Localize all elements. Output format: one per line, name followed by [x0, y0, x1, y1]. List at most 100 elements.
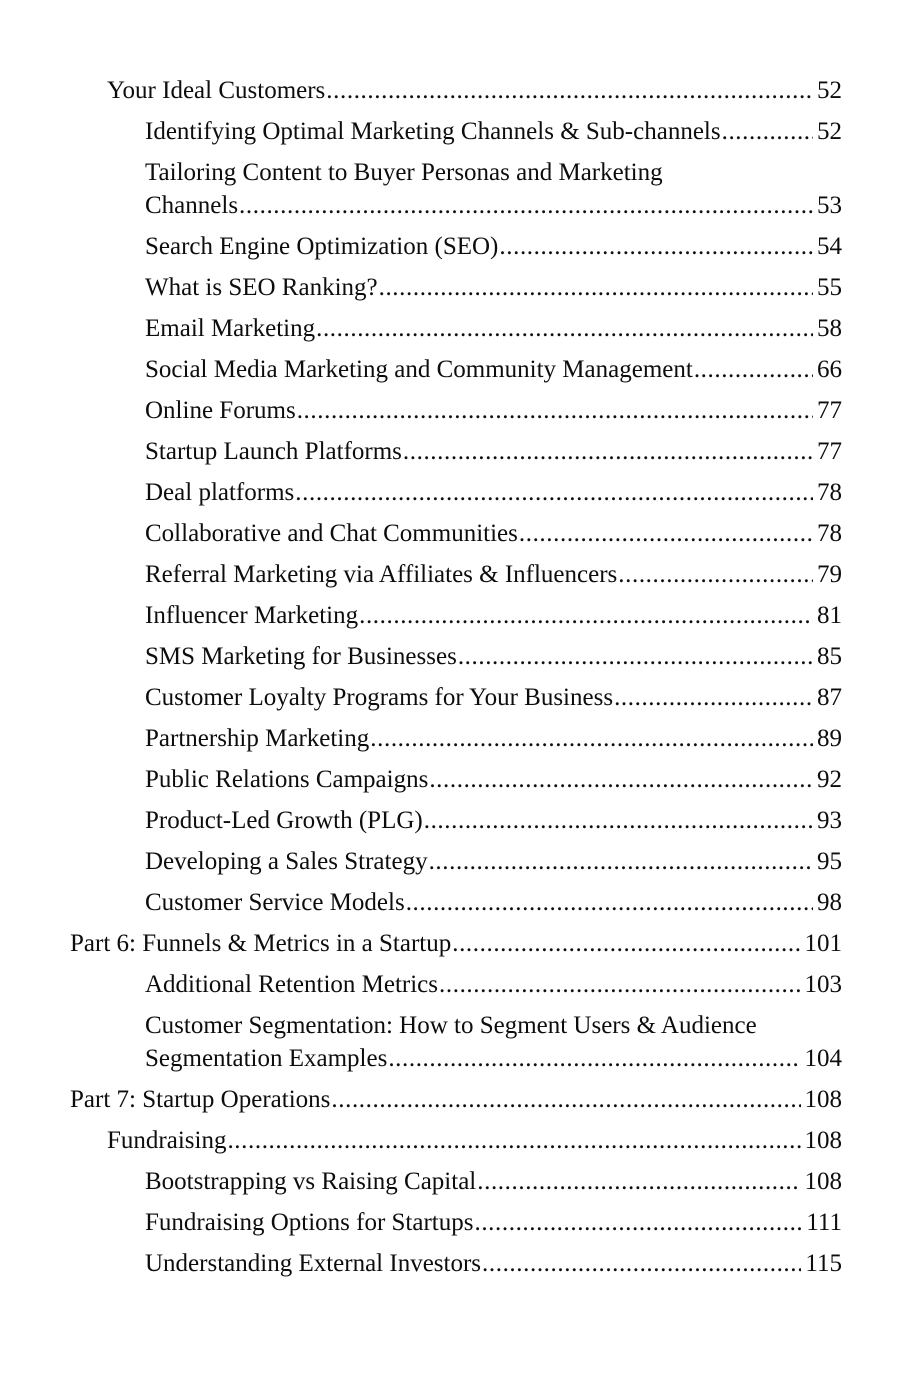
toc-entry-line: Channels 53 [145, 189, 842, 222]
dot-leader [326, 74, 813, 107]
toc-entry[interactable]: Email Marketing 58 [70, 312, 842, 345]
toc-entry[interactable]: Product-Led Growth (PLG) 93 [70, 804, 842, 837]
toc-entry[interactable]: Part 7: Startup Operations 108 [70, 1083, 842, 1116]
toc-entry-page-number: 79 [817, 561, 842, 588]
toc-entry[interactable]: Your Ideal Customers 52 [70, 74, 842, 107]
dot-leader [295, 476, 813, 509]
toc-entry-title: What is SEO Ranking? [145, 274, 378, 301]
dot-leader [331, 1083, 800, 1116]
dot-leader [406, 886, 813, 919]
toc-entry[interactable]: Understanding External Investors 115 [70, 1247, 842, 1280]
toc-entry-line: Customer Service Models 98 [145, 886, 842, 919]
toc-entry[interactable]: Tailoring Content to Buyer Personas and … [70, 156, 842, 222]
dot-leader [316, 312, 813, 345]
toc-entry-line: Bootstrapping vs Raising Capital 108 [145, 1165, 842, 1198]
toc-entry[interactable]: Public Relations Campaigns 92 [70, 763, 842, 796]
dot-leader [452, 927, 800, 960]
toc-entry[interactable]: Fundraising Options for Startups 111 [70, 1206, 842, 1239]
toc-entry-title: Additional Retention Metrics [145, 971, 439, 998]
toc-entry[interactable]: Influencer Marketing 81 [70, 599, 842, 632]
toc-entry-title: Bootstrapping vs Raising Capital [145, 1168, 477, 1195]
toc-entry-page-number: 93 [817, 807, 842, 834]
dot-leader [359, 599, 813, 632]
toc-entry-page-number: 101 [804, 930, 843, 957]
toc-entry-page-number: 108 [804, 1168, 843, 1195]
toc-entry[interactable]: Part 6: Funnels & Metrics in a Startup 10… [70, 927, 842, 960]
toc-entry-line: SMS Marketing for Businesses 85 [145, 640, 842, 673]
toc-entry[interactable]: Collaborative and Chat Communities 78 [70, 517, 842, 550]
toc-entry-title: Email Marketing [145, 315, 316, 342]
toc-entry[interactable]: Customer Loyalty Programs for Your Busin… [70, 681, 842, 714]
toc-entry-page-number: 52 [817, 77, 842, 104]
toc-entry-line: Part 6: Funnels & Metrics in a Startup 10… [70, 927, 842, 960]
toc-entry-page-number: 54 [817, 233, 842, 260]
dot-leader [379, 271, 813, 304]
dot-leader [477, 1165, 800, 1198]
dot-leader [722, 115, 813, 148]
toc-entry-title: Startup Launch Platforms [145, 438, 402, 465]
toc-entry[interactable]: Referral Marketing via Affiliates & Infl… [70, 558, 842, 591]
toc-entry-line: Developing a Sales Strategy 95 [145, 845, 842, 878]
toc-entry-line: Tailoring Content to Buyer Personas and … [145, 156, 842, 189]
toc-entry[interactable]: What is SEO Ranking? 55 [70, 271, 842, 304]
toc-entry-title: Product-Led Growth (PLG) [145, 807, 423, 834]
dot-leader [439, 968, 800, 1001]
toc-entry-line: Fundraising 108 [107, 1124, 842, 1157]
toc-entry-page-number: 111 [806, 1209, 842, 1236]
toc-entry[interactable]: Bootstrapping vs Raising Capital 108 [70, 1165, 842, 1198]
toc-entry[interactable]: Identifying Optimal Marketing Channels &… [70, 115, 842, 148]
toc-entry[interactable]: Additional Retention Metrics 103 [70, 968, 842, 1001]
toc-entry[interactable]: Customer Service Models 98 [70, 886, 842, 919]
toc-entry-line: Customer Segmentation: How to Segment Us… [145, 1009, 842, 1042]
toc-entry-title: Referral Marketing via Affiliates & Infl… [145, 561, 618, 588]
toc-entry-title: Social Media Marketing and Community Man… [145, 356, 693, 383]
dot-leader [618, 558, 813, 591]
toc-entry-line: Segmentation Examples 104 [145, 1042, 842, 1075]
toc-entry-title: Customer Segmentation: How to Segment Us… [145, 1012, 757, 1039]
dot-leader [519, 517, 813, 550]
toc-entry-title: SMS Marketing for Businesses [145, 643, 457, 670]
toc-entry[interactable]: Social Media Marketing and Community Man… [70, 353, 842, 386]
toc-entry-line: Your Ideal Customers 52 [107, 74, 842, 107]
toc-entry-page-number: 108 [804, 1127, 843, 1154]
toc-entry[interactable]: Deal platforms 78 [70, 476, 842, 509]
toc-entry-line: Startup Launch Platforms 77 [145, 435, 842, 468]
toc-entry-title: Collaborative and Chat Communities [145, 520, 518, 547]
toc-entry[interactable]: Online Forums 77 [70, 394, 842, 427]
toc-entry[interactable]: Developing a Sales Strategy 95 [70, 845, 842, 878]
toc-entry[interactable]: Fundraising 108 [70, 1124, 842, 1157]
dot-leader [424, 804, 813, 837]
toc-entry-line: Part 7: Startup Operations 108 [70, 1083, 842, 1116]
toc-entry[interactable]: Customer Segmentation: How to Segment Us… [70, 1009, 842, 1075]
toc-entry[interactable]: Partnership Marketing 89 [70, 722, 842, 755]
toc-entry-page-number: 66 [817, 356, 842, 383]
toc-entry[interactable]: Search Engine Optimization (SEO) 54 [70, 230, 842, 263]
toc-entry-page-number: 77 [817, 397, 842, 424]
toc-entry-title: Part 6: Funnels & Metrics in a Startup [70, 930, 452, 957]
toc-entry-title: Identifying Optimal Marketing Channels &… [145, 118, 721, 145]
dot-leader [482, 1247, 801, 1280]
toc-entry-page-number: 85 [817, 643, 842, 670]
toc-entry-page-number: 108 [804, 1086, 843, 1113]
toc-entry-title: Tailoring Content to Buyer Personas and … [145, 159, 663, 186]
toc-entry-title: Understanding External Investors [145, 1250, 482, 1277]
toc-entry-page-number: 87 [817, 684, 842, 711]
toc-entry-title: Partnership Marketing [145, 725, 370, 752]
toc-entry-line: Understanding External Investors 115 [145, 1247, 842, 1280]
toc-entry-line: Referral Marketing via Affiliates & Infl… [145, 558, 842, 591]
toc-entry-line: Search Engine Optimization (SEO) 54 [145, 230, 842, 263]
dot-leader [458, 640, 813, 673]
toc-entry-title: Influencer Marketing [145, 602, 359, 629]
toc-entry-title: Deal platforms [145, 479, 295, 506]
dot-leader [403, 435, 813, 468]
toc-entry-title: Public Relations Campaigns [145, 766, 429, 793]
toc-entry[interactable]: Startup Launch Platforms 77 [70, 435, 842, 468]
toc-entry-title: Fundraising Options for Startups [145, 1209, 474, 1236]
toc-entry[interactable]: SMS Marketing for Businesses 85 [70, 640, 842, 673]
toc-entry-page-number: 78 [817, 479, 842, 506]
toc-entry-title: Segmentation Examples [145, 1045, 388, 1072]
dot-leader [429, 845, 813, 878]
toc-entry-line: What is SEO Ranking? 55 [145, 271, 842, 304]
toc-entry-page-number: 95 [817, 848, 842, 875]
toc-entry-title: Developing a Sales Strategy [145, 848, 428, 875]
